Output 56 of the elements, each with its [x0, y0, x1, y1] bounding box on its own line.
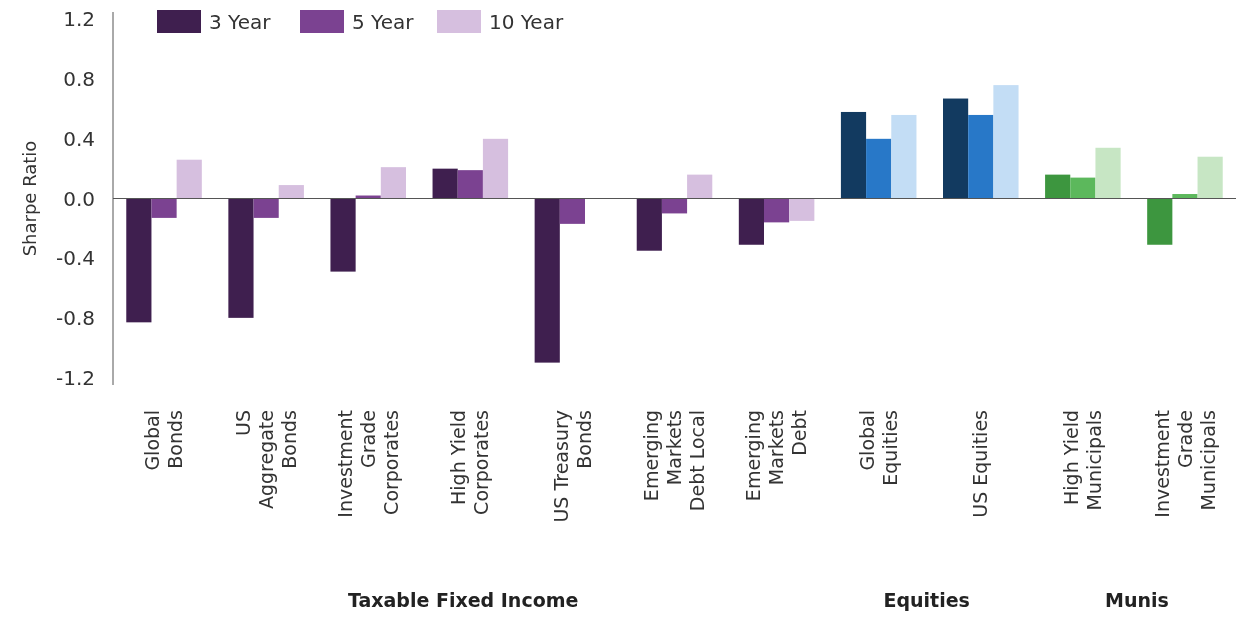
- bar: [457, 170, 483, 199]
- bar: [687, 174, 713, 199]
- y-tick-label: 0.0: [63, 186, 95, 211]
- x-tick-label: High Yield Corporates: [447, 410, 493, 515]
- x-tick-label: Investment Grade Corporates: [333, 410, 402, 518]
- bar: [380, 167, 406, 199]
- bar: [789, 198, 815, 221]
- bar: [636, 198, 662, 251]
- bar: [764, 198, 790, 223]
- bar: [534, 198, 560, 363]
- bar: [1172, 194, 1198, 199]
- bar: [151, 198, 177, 218]
- legend-label: 3 Year: [209, 10, 272, 34]
- bar: [432, 168, 458, 199]
- bar: [840, 111, 867, 199]
- text: Munis: [1105, 589, 1169, 611]
- bar: [1070, 177, 1096, 199]
- y-axis-title: Sharpe Ratio: [19, 140, 41, 257]
- legend-label: 10 Year: [489, 10, 564, 34]
- x-tick-label: Global Bonds: [141, 410, 187, 471]
- y-tick-label: 1.2: [63, 7, 95, 32]
- legend-label: 5 Year: [352, 10, 415, 34]
- y-tick-label: -0.4: [55, 246, 95, 271]
- x-tick-label: Emerging Markets Debt Local: [640, 410, 709, 512]
- y-tick-label: -0.8: [55, 305, 95, 330]
- bar: [1045, 174, 1071, 199]
- x-tick-label: Global Equities: [855, 410, 901, 486]
- bar: [866, 138, 892, 199]
- bar: [968, 114, 994, 199]
- y-tick-label: 0.8: [63, 67, 95, 92]
- bar: [1147, 198, 1173, 245]
- y-tick-label: -1.2: [55, 365, 95, 390]
- x-tick-label: US Aggregate Bonds: [231, 410, 300, 510]
- bar: [891, 114, 917, 199]
- bar: [661, 198, 688, 214]
- x-tick-label: US Equities: [969, 410, 992, 518]
- bar: [993, 85, 1019, 199]
- bar: [330, 198, 356, 272]
- bar: [559, 198, 585, 224]
- text: Taxable Fixed Income: [347, 589, 579, 611]
- bar: [126, 198, 152, 323]
- text: Equities: [883, 589, 970, 611]
- bar: [482, 138, 509, 199]
- bar: [253, 198, 279, 218]
- bar: [738, 198, 764, 245]
- x-tick-label: Investment Grade Municipals: [1150, 410, 1219, 518]
- x-tick-label: High Yield Municipals: [1060, 410, 1106, 511]
- bar: [1197, 156, 1223, 199]
- bar: [176, 159, 202, 199]
- x-tick-label: Emerging Markets Debt: [742, 410, 811, 502]
- x-tick-label: US Treasury Bonds: [549, 410, 595, 523]
- bar: [1095, 147, 1121, 199]
- bar: [278, 185, 304, 199]
- y-tick-label: 0.4: [63, 126, 95, 151]
- bar: [228, 198, 254, 318]
- bar: [943, 98, 969, 199]
